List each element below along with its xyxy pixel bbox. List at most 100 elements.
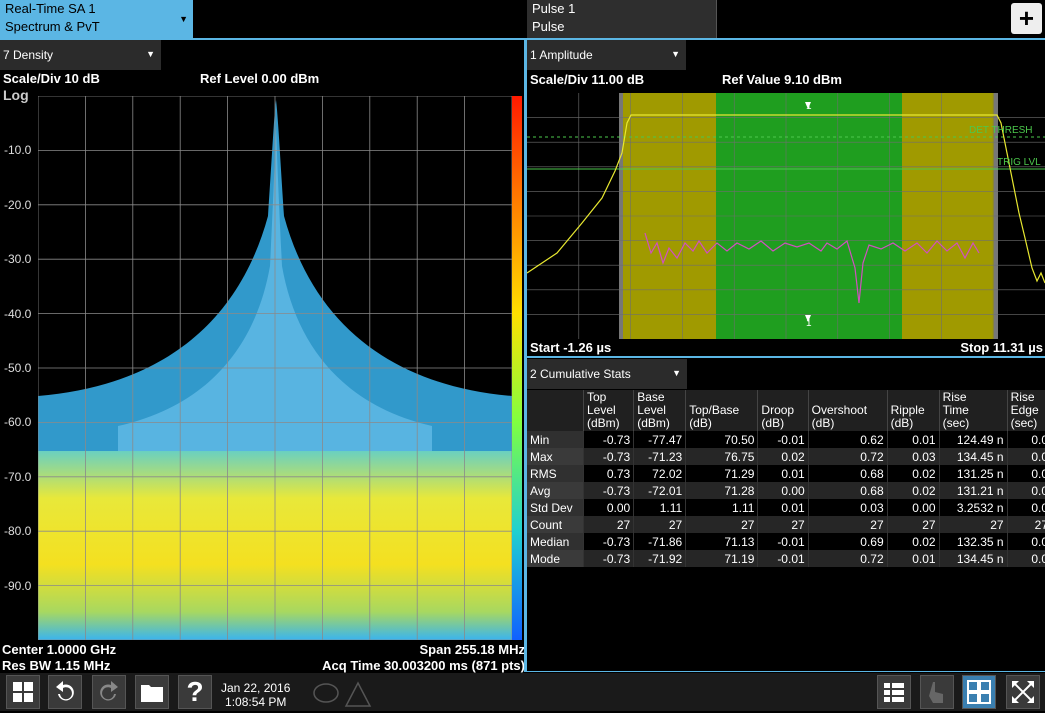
stats-header-line: (dB) xyxy=(761,416,785,430)
stats-cell: 0.0 xyxy=(1007,431,1045,448)
marker-bottom-icon xyxy=(805,315,811,322)
tab-pulse[interactable]: Pulse 1 Pulse xyxy=(527,0,717,38)
stats-header-line: Top xyxy=(587,390,607,404)
folder-icon xyxy=(141,685,163,702)
stats-window-dropdown[interactable]: 2 Cumulative Stats ▼ xyxy=(527,359,687,389)
stats-cell: 71.28 xyxy=(685,482,759,499)
amplitude-trace-yellow xyxy=(527,114,1045,284)
density-window-dropdown[interactable]: 7 Density ▼ xyxy=(0,40,161,70)
stats-cell: 0.73 xyxy=(583,465,635,482)
tab-subtitle: Pulse xyxy=(532,19,565,34)
ref-level-label: Ref Level 0.00 dBm xyxy=(200,71,320,86)
stats-header-line: Ripple xyxy=(890,403,925,417)
det-thresh-label: DET THRESH xyxy=(969,125,1033,136)
windows-start-button[interactable] xyxy=(6,675,40,709)
chevron-down-icon: ▼ xyxy=(146,49,155,59)
panel-divider xyxy=(524,40,527,672)
stats-row-label: Min xyxy=(527,431,584,448)
stats-cell: 27 xyxy=(939,516,1008,533)
stats-row-label: Count xyxy=(527,516,584,533)
stats-cell: 134.45 n xyxy=(939,448,1008,465)
multi-window-button[interactable] xyxy=(962,675,996,709)
touch-icon xyxy=(929,682,943,703)
tab-title: Real-Time SA 1 xyxy=(5,1,96,16)
amplitude-window-dropdown[interactable]: 1 Amplitude ▼ xyxy=(527,40,686,70)
stats-cell: 76.75 xyxy=(685,448,759,465)
stats-cell: -0.73 xyxy=(583,448,635,465)
density-y-tick-label: -50.0 xyxy=(4,361,32,375)
stats-body: Min -0.73 -77.47 70.50 -0.01 0.62 0.01 124.49 n… xyxy=(527,431,1045,567)
time-label: 1:08:54 PM xyxy=(225,695,287,709)
datetime: Jan 22, 2016 1:08:54 PM xyxy=(221,681,290,709)
marker-button[interactable] xyxy=(877,675,911,709)
maximize-button[interactable] xyxy=(1006,675,1040,709)
start-time-label: Start -1.26 µs xyxy=(530,340,612,355)
plus-icon: + xyxy=(1018,3,1035,33)
marker-top-icon xyxy=(805,102,811,109)
maximize-icon xyxy=(1012,681,1034,703)
stats-row-label: Avg xyxy=(527,482,584,499)
density-plot xyxy=(38,96,512,640)
redo-icon xyxy=(100,681,118,701)
stats-cell: 27 xyxy=(887,516,940,533)
density-y-tick-label: -60.0 xyxy=(4,415,32,430)
file-button[interactable] xyxy=(135,675,169,709)
help-button[interactable]: ? xyxy=(178,675,212,709)
stats-column-header: Top Level (dBm) xyxy=(583,390,635,431)
stats-column-header: Overshoot (dB) xyxy=(808,390,888,431)
stats-header-line: (dB) xyxy=(811,416,835,430)
stats-cell: 131.25 n xyxy=(939,465,1008,482)
bottom-divider xyxy=(527,671,1045,672)
redo-button[interactable] xyxy=(92,675,126,709)
stats-cell: 0.02 xyxy=(757,448,809,465)
stats-cell: 27 xyxy=(685,516,759,533)
stats-cell: 0.01 xyxy=(887,550,940,567)
res-bw-label: Res BW 1.15 MHz xyxy=(2,658,111,673)
stats-cell: 27 xyxy=(583,516,635,533)
stats-cell: 0.01 xyxy=(757,465,809,482)
stats-cell: 0.68 xyxy=(808,465,888,482)
acq-time-label: Acq Time 30.003200 ms (871 pts) xyxy=(322,658,525,673)
scale-type-label: Log xyxy=(3,87,29,103)
density-y-tick-label: -10.0 xyxy=(4,143,32,158)
section-divider xyxy=(527,356,1045,358)
stop-time-label: Stop 11.31 µs xyxy=(960,340,1043,355)
stats-header-row: Top Level (dBm) Base Level (dBm) Top/Base (dB) D… xyxy=(527,390,1045,431)
amplitude-plot: 1 1 DET THRESH TRIG LVL xyxy=(527,93,1045,339)
density-y-tick-label: -30.0 xyxy=(4,252,32,267)
stats-cell: 0.02 xyxy=(887,533,940,550)
date-label: Jan 22, 2016 xyxy=(221,681,291,695)
stats-header-line: Time xyxy=(942,403,969,417)
amplitude-grid xyxy=(527,93,1045,339)
stats-header-line: Droop xyxy=(761,403,795,417)
stats-cell: 0.62 xyxy=(808,431,888,448)
stats-cell: 0.0 xyxy=(1007,550,1045,567)
undo-button[interactable] xyxy=(48,675,82,709)
touch-button[interactable] xyxy=(920,675,954,709)
stats-header-line: (sec) xyxy=(942,416,970,430)
stats-cell: 0.00 xyxy=(887,499,940,516)
stats-cell: 3.2532 n xyxy=(939,499,1008,516)
tab-real-time-sa[interactable]: Real-Time SA 1 Spectrum & PvT ▼ xyxy=(0,0,193,38)
density-grid xyxy=(38,96,512,640)
stats-cell: -77.47 xyxy=(633,431,687,448)
stats-header-line: Edge xyxy=(1010,403,1039,417)
stats-cell: 71.19 xyxy=(685,550,759,567)
stats-cell: -0.01 xyxy=(757,550,809,567)
stats-header-line: Top/Base xyxy=(689,403,740,417)
stats-header-line: Level xyxy=(587,403,616,417)
stats-cell: 0.00 xyxy=(583,499,635,516)
add-screen-button[interactable]: + xyxy=(1011,3,1042,34)
stats-row: Mode -0.73 -71.92 71.19 -0.01 0.72 0.01 134.45 … xyxy=(527,550,1045,567)
stats-cell: 27 xyxy=(1007,516,1045,533)
stats-row-label: Median xyxy=(527,533,584,550)
windows-icon xyxy=(13,682,33,702)
stats-column-header: Ripple (dB) xyxy=(887,390,940,431)
stats-header-line: Rise xyxy=(942,390,967,404)
stats-column-header: Rise Edge (sec) xyxy=(1007,390,1045,431)
stats-cell: 0.00 xyxy=(757,482,809,499)
stats-header-line: (dB) xyxy=(890,416,914,430)
stats-column-header: Top/Base (dB) xyxy=(685,390,759,431)
stats-row-label: RMS xyxy=(527,465,584,482)
